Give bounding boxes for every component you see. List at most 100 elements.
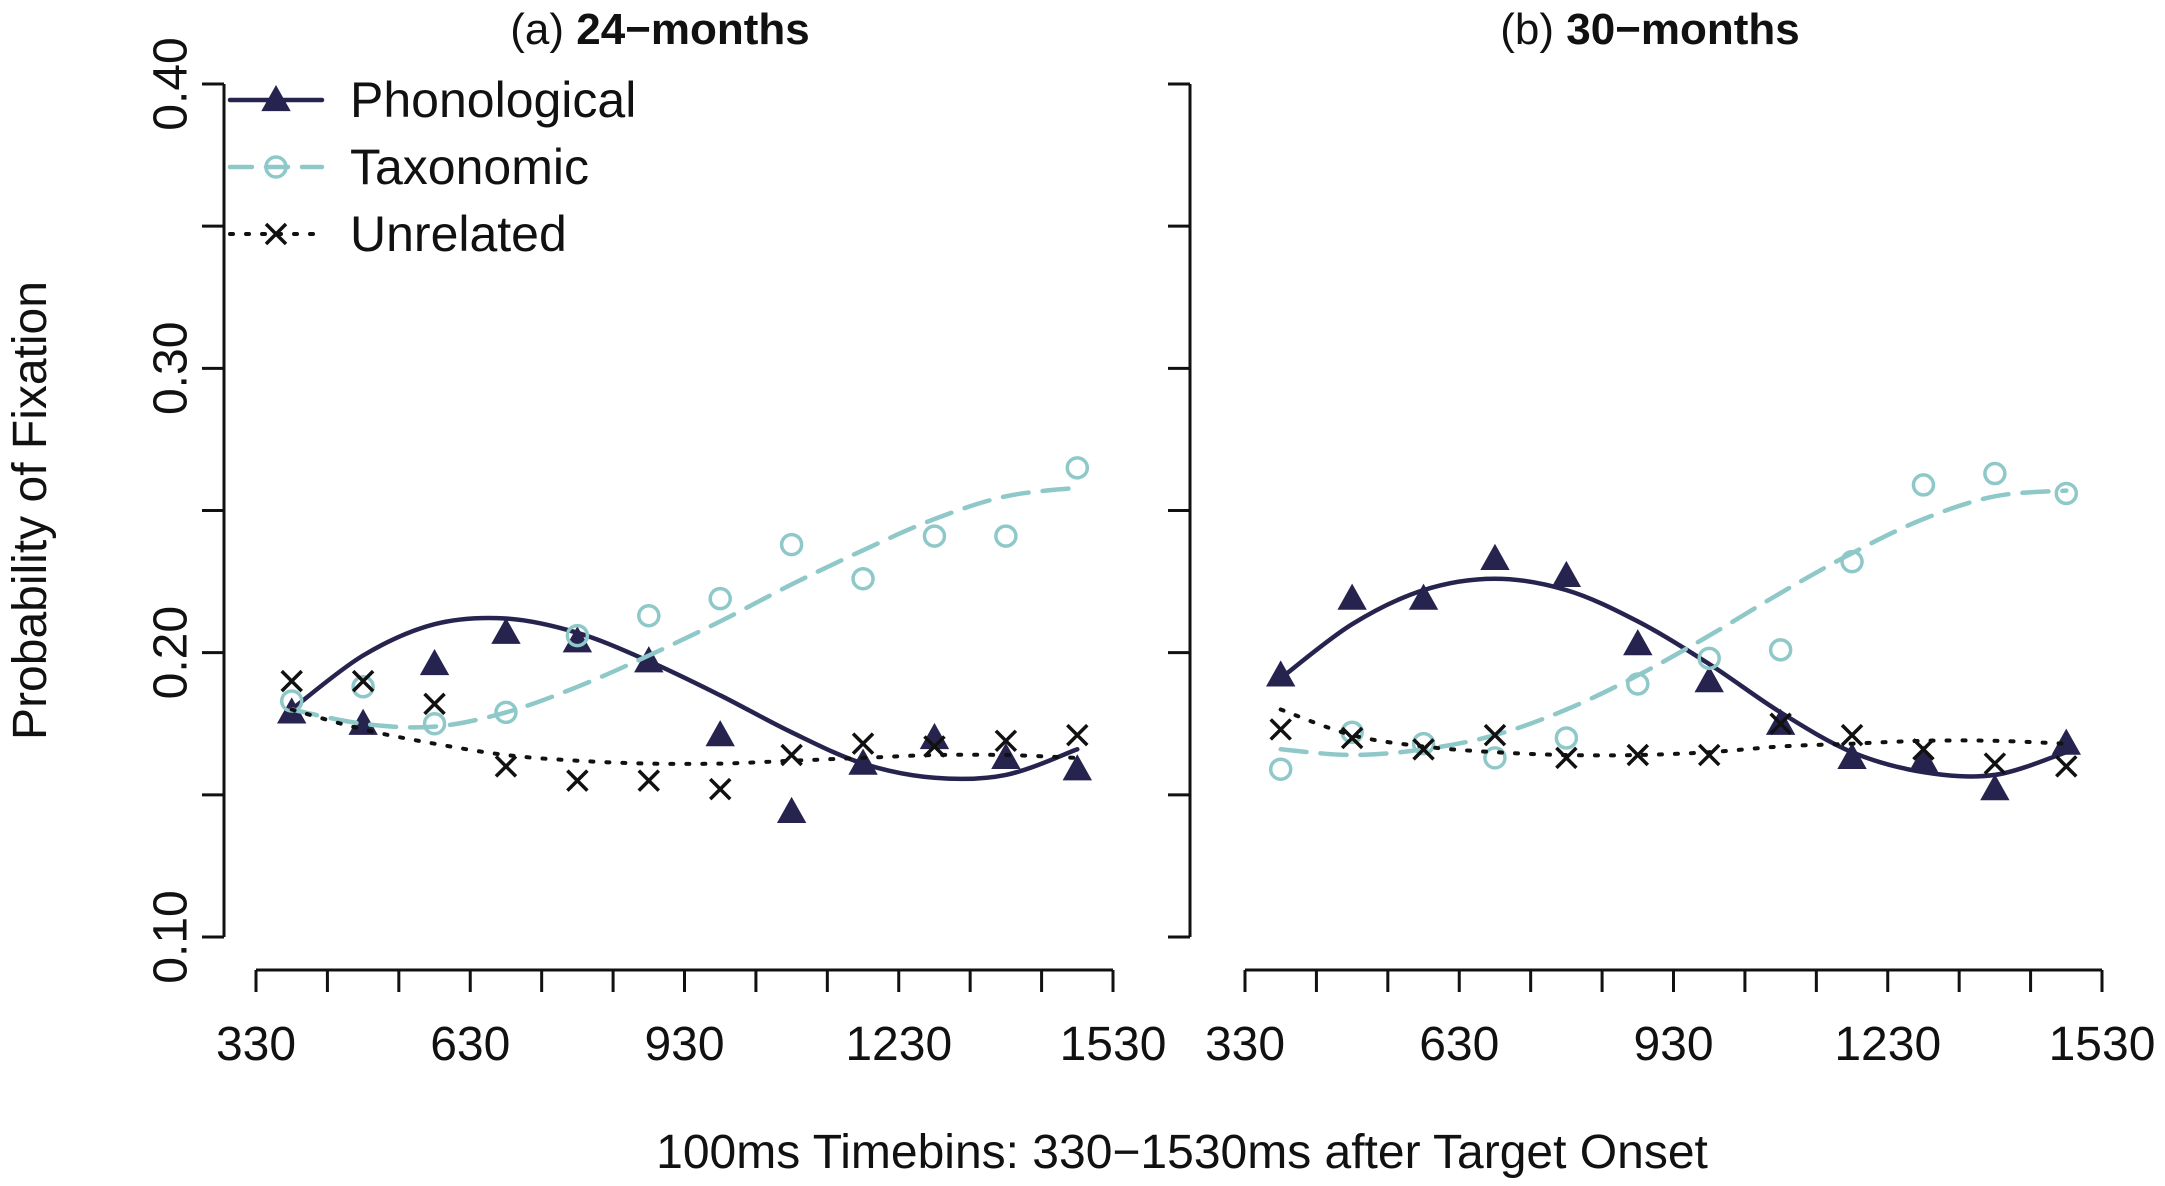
point-taxonomic — [922, 524, 947, 548]
point-phonological — [1694, 666, 1724, 693]
point-taxonomic — [565, 623, 590, 648]
point-taxonomic — [1911, 473, 1936, 497]
legend-label: Unrelated — [350, 206, 567, 262]
x-tick-label: 930 — [1633, 1018, 1713, 1071]
legend-label: Phonological — [350, 72, 636, 128]
point-phonological — [1062, 754, 1093, 781]
point-unrelated — [423, 692, 446, 716]
point-taxonomic — [1697, 646, 1721, 671]
point-unrelated — [1483, 723, 1507, 747]
x-tick-label: 1530 — [2049, 1018, 2156, 1071]
legend-label: Taxonomic — [350, 139, 589, 195]
y-tick-label: 0.40 — [145, 37, 198, 130]
fit-line-phonological — [1278, 576, 2069, 779]
x-axis: 330 630 930 1230 1530 — [1205, 968, 2156, 1071]
point-phonological — [1408, 583, 1439, 610]
point-unrelated — [637, 769, 661, 792]
point-taxonomic — [2054, 481, 2079, 506]
x-tick-label: 330 — [216, 1018, 296, 1071]
point-unrelated — [1066, 723, 1089, 747]
point-phonological — [1480, 543, 1510, 570]
point-taxonomic — [1268, 757, 1293, 781]
point-unrelated — [1840, 723, 1864, 747]
legend-marker — [264, 155, 288, 179]
series-unrelated — [280, 669, 1089, 801]
legend-marker — [264, 222, 288, 246]
series-taxonomic — [1268, 461, 2079, 781]
point-unrelated — [708, 777, 732, 801]
series-unrelated — [1269, 707, 2078, 778]
point-taxonomic — [708, 586, 732, 611]
point-unrelated — [494, 755, 518, 778]
series-taxonomic — [279, 456, 1090, 736]
x-axis-title: 100ms Timebins: 330−1530ms after Target … — [656, 1126, 1708, 1179]
point-phonological — [419, 648, 450, 676]
point-unrelated — [851, 732, 875, 755]
x-tick-label: 930 — [644, 1018, 724, 1071]
x-tick-label: 1530 — [1060, 1018, 1167, 1071]
series-phonological — [276, 615, 1093, 824]
point-taxonomic — [1554, 726, 1579, 750]
point-unrelated — [1626, 743, 1650, 767]
point-unrelated — [351, 669, 375, 693]
point-phonological — [1551, 560, 1582, 588]
legend-entry-taxonomic: Taxonomic — [227, 139, 589, 195]
legend-entry-phonological: Phonological — [227, 72, 636, 128]
point-unrelated — [1697, 743, 1721, 767]
panel-title-bold: 30−months — [1566, 5, 1800, 54]
point-phonological — [1337, 583, 1367, 610]
point-taxonomic — [1483, 746, 1507, 770]
point-unrelated — [1412, 738, 1435, 761]
point-unrelated — [1340, 726, 1364, 750]
panel-title: (b) 30−months — [1500, 5, 1800, 54]
point-phonological — [1908, 745, 1939, 772]
y-tick-label: 0.30 — [145, 322, 198, 415]
x-tick-label: 630 — [1419, 1018, 1499, 1071]
point-phonological — [1265, 660, 1296, 687]
point-phonological — [776, 796, 807, 824]
point-taxonomic — [494, 700, 518, 725]
x-tick-label: 1230 — [1834, 1018, 1941, 1071]
point-taxonomic — [1840, 549, 1864, 574]
point-unrelated — [1769, 712, 1792, 735]
y-tick-label: 0.20 — [145, 606, 198, 699]
fit-line-taxonomic — [1278, 488, 2069, 758]
y-axis-title: Probability of Fixation — [4, 281, 57, 740]
panel-b: (b) 30−months 330 630 930 1230 1530 — [1168, 5, 2155, 1071]
point-phonological — [1837, 742, 1867, 770]
point-taxonomic — [422, 712, 447, 736]
x-tick-label: 1230 — [845, 1018, 952, 1071]
point-phonological — [562, 626, 593, 653]
point-taxonomic — [851, 566, 875, 591]
fit-line-unrelated — [289, 707, 1080, 766]
point-taxonomic — [637, 603, 661, 628]
point-unrelated — [780, 743, 803, 767]
panel-title: (a) 24−months — [510, 5, 810, 54]
y-axis — [1168, 82, 1192, 939]
point-taxonomic — [1768, 638, 1793, 662]
point-taxonomic — [1983, 461, 2007, 486]
point-unrelated — [1555, 746, 1578, 770]
point-taxonomic — [994, 524, 1018, 548]
legend-marker — [261, 84, 291, 112]
point-unrelated — [994, 729, 1018, 753]
fit-line-taxonomic — [289, 485, 1080, 730]
fit-line-unrelated — [1278, 707, 2069, 758]
point-phonological — [491, 617, 521, 644]
panel-a: (a) 24−months 0.10 0.20 0.30 0.40 330 630 930 12… — [145, 5, 1167, 1071]
x-axis: 330 630 930 1230 1530 — [216, 968, 1167, 1071]
point-unrelated — [923, 735, 946, 758]
legend-entry-unrelated: Unrelated — [228, 206, 567, 262]
series-phonological — [1265, 543, 2082, 801]
point-taxonomic — [1626, 672, 1650, 696]
x-tick-label: 330 — [1205, 1018, 1285, 1071]
panel-title-bold: 24−months — [576, 5, 810, 54]
point-taxonomic — [1411, 731, 1436, 756]
y-tick-label: 0.10 — [145, 890, 198, 983]
point-unrelated — [1269, 718, 1292, 741]
point-unrelated — [1983, 752, 2007, 775]
point-phonological — [1623, 629, 1653, 656]
fit-line-phonological — [289, 615, 1080, 782]
point-phonological — [1980, 774, 2010, 801]
